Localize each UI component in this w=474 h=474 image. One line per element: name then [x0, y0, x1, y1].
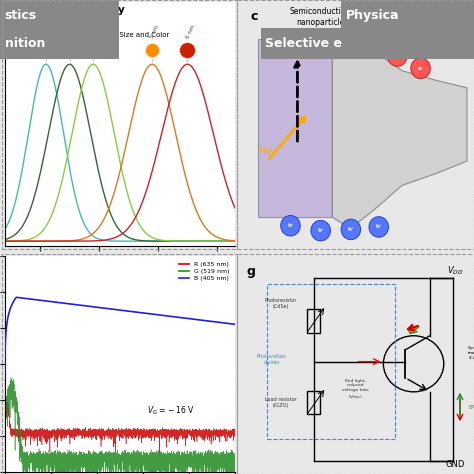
Circle shape [369, 217, 389, 237]
Text: stics: stics [5, 9, 37, 22]
Point [42, 46, 50, 54]
Text: EPSC/IP: EPSC/IP [468, 404, 474, 410]
Text: e⁻: e⁻ [417, 66, 424, 71]
Text: $V_G = -16\ \mathrm{V}$: $V_G = -16\ \mathrm{V}$ [147, 405, 195, 418]
Point [90, 46, 97, 54]
Text: c: c [251, 9, 258, 23]
Bar [307, 391, 320, 414]
Bar [307, 309, 320, 333]
Circle shape [341, 26, 361, 47]
Text: 5 nm: 5 nm [150, 25, 160, 39]
Text: Photovoltaic
divider: Photovoltaic divider [257, 354, 287, 365]
Circle shape [311, 220, 330, 241]
Circle shape [388, 46, 407, 66]
Text: nition: nition [5, 37, 45, 50]
Circle shape [411, 58, 430, 79]
Text: Semiconducting
nanoparticle: Semiconducting nanoparticle [290, 7, 352, 27]
Legend: R (635 nm), G (519 nm), B (405 nm): R (635 nm), G (519 nm), B (405 nm) [177, 259, 231, 284]
Text: Red light-
induced
voltage bias
(V$_{bias}$): Red light- induced voltage bias (V$_{bia… [342, 379, 369, 401]
Text: e⁻: e⁻ [347, 34, 354, 39]
Text: Bandgap tunability: Bandgap tunability [12, 5, 124, 15]
Text: $h\nu$: $h\nu$ [258, 144, 273, 156]
Circle shape [341, 219, 361, 240]
Point [184, 46, 191, 54]
Text: e⁻: e⁻ [371, 41, 377, 46]
Text: Quantum Dot Size and Color: Quantum Dot Size and Color [70, 32, 169, 37]
Text: Photoresistor
(CdSe): Photoresistor (CdSe) [265, 298, 297, 309]
Text: Selective e: Selective e [265, 37, 342, 50]
Text: Physica: Physica [346, 9, 400, 22]
Text: h⁺: h⁺ [318, 228, 324, 233]
Text: $V_{DD}$: $V_{DD}$ [447, 264, 464, 277]
Point [66, 46, 73, 54]
Circle shape [281, 216, 300, 236]
Text: 2 nm: 2 nm [44, 25, 54, 39]
Text: 2.5 nm: 2.5 nm [67, 20, 80, 39]
Text: 3 nm: 3 nm [91, 25, 101, 39]
Text: h⁺: h⁺ [287, 223, 294, 228]
Text: 6 nm: 6 nm [185, 25, 196, 39]
Bar [267, 284, 395, 439]
Circle shape [365, 34, 384, 54]
Polygon shape [258, 39, 332, 217]
Text: h⁺: h⁺ [375, 225, 382, 229]
Text: h⁺: h⁺ [347, 227, 354, 232]
Text: Channel: Channel [414, 7, 446, 16]
X-axis label: Wavelength (nm): Wavelength (nm) [79, 268, 161, 277]
Text: Load resistor
(IGZO): Load resistor (IGZO) [265, 397, 297, 408]
Text: Synaptic
transistor
(CdS/IGZO): Synaptic transistor (CdS/IGZO) [468, 346, 474, 360]
Text: e⁻: e⁻ [394, 54, 401, 59]
Text: GND: GND [446, 460, 465, 469]
Text: g: g [246, 264, 255, 278]
Point [148, 46, 156, 54]
Polygon shape [332, 32, 467, 225]
